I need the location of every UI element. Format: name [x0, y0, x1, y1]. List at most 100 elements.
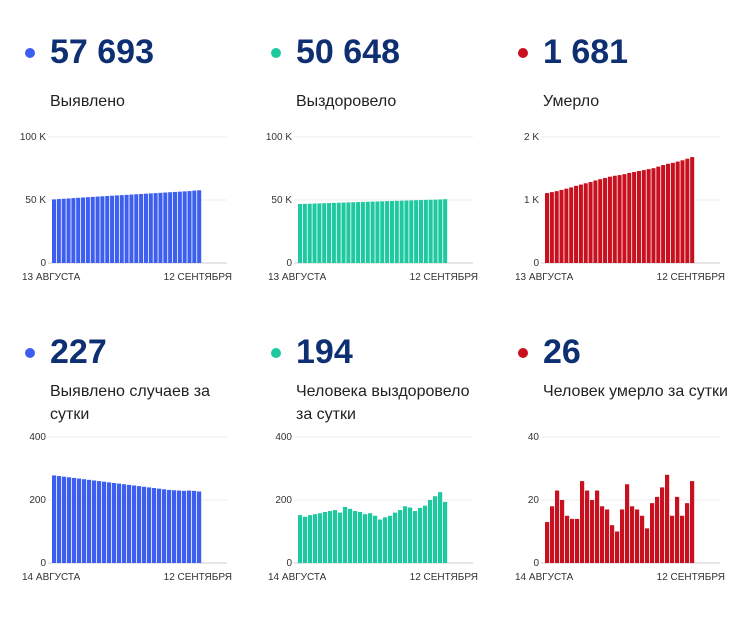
stat-label: Умерло — [543, 93, 600, 110]
bar — [187, 191, 192, 263]
bar — [192, 190, 197, 263]
bar — [365, 201, 370, 263]
bar — [640, 515, 645, 563]
bar — [595, 490, 600, 563]
bar — [545, 193, 550, 263]
stat-label: Человек умерло за сутки — [543, 383, 728, 400]
bar — [565, 515, 570, 563]
y-tick-label: 0 — [40, 258, 46, 269]
bar — [660, 487, 665, 563]
bar — [323, 511, 328, 563]
bar — [393, 512, 398, 563]
bar — [142, 486, 147, 563]
bar — [162, 489, 167, 563]
bar — [100, 196, 105, 263]
bar — [605, 509, 610, 563]
bar — [607, 176, 612, 263]
bar — [66, 198, 71, 263]
stat-value: 26 — [543, 333, 581, 371]
bar — [81, 197, 86, 263]
bar — [612, 175, 617, 263]
bar — [102, 481, 107, 563]
bar-chart: 0 200 400 14 АВГУСТА 12 СЕНТЯБРЯ — [268, 432, 478, 583]
bar — [338, 512, 343, 563]
bar — [423, 505, 428, 563]
bar — [124, 194, 129, 263]
bar — [600, 506, 605, 563]
bar — [114, 195, 119, 263]
legend-dot-icon — [518, 48, 528, 58]
y-tick-label: 50 K — [25, 195, 46, 206]
bar — [661, 165, 666, 263]
bar — [685, 503, 690, 563]
legend-dot-icon — [271, 48, 281, 58]
bar — [187, 490, 192, 563]
bar — [630, 506, 635, 563]
bar-chart: 0 1 K 2 K 13 АВГУСТА 12 СЕНТЯБРЯ — [515, 132, 725, 283]
bar — [641, 170, 646, 263]
x-end-label: 12 СЕНТЯБРЯ — [657, 572, 725, 583]
bar — [71, 198, 76, 263]
x-end-label: 12 СЕНТЯБРЯ — [657, 272, 725, 283]
bar — [603, 177, 608, 263]
bar — [610, 525, 615, 563]
bar — [312, 203, 317, 263]
bar — [76, 197, 81, 263]
x-end-label: 12 СЕНТЯБРЯ — [164, 272, 232, 283]
bar — [122, 484, 127, 563]
bar — [153, 193, 158, 263]
bar — [298, 204, 303, 263]
chart-panel: 1 681 Умерло 0 1 K 2 K 13 АВГУСТА 12 СЕНТЯБРЯ — [515, 30, 735, 330]
bar — [560, 500, 565, 563]
x-start-label: 14 АВГУСТА — [22, 572, 81, 583]
bar — [413, 511, 418, 563]
y-tick-label: 0 — [533, 258, 539, 269]
bar — [670, 162, 675, 263]
bar — [147, 487, 152, 563]
bar — [348, 508, 353, 563]
bar — [585, 490, 590, 563]
stat-value: 57 693 — [50, 33, 154, 71]
stat-label: Выявлено — [50, 93, 125, 110]
bar — [680, 515, 685, 563]
bar — [380, 201, 385, 263]
bar — [675, 496, 680, 563]
chart-panel: 50 648 Выздоровело 0 50 K 100 K 13 АВГУСТА 12 … — [266, 30, 508, 330]
bar — [158, 192, 163, 263]
bar — [433, 199, 438, 263]
bar — [167, 489, 172, 563]
bar — [598, 179, 603, 263]
bar — [363, 514, 368, 563]
bar — [423, 199, 428, 263]
bar — [322, 203, 327, 263]
bar — [192, 490, 197, 563]
bar-chart: 0 20 40 14 АВГУСТА 12 СЕНТЯБРЯ — [515, 432, 725, 583]
y-tick-label: 0 — [286, 558, 292, 569]
bar — [418, 200, 424, 263]
y-tick-label: 400 — [275, 432, 292, 443]
bar — [690, 157, 695, 263]
bar — [388, 515, 393, 563]
bar — [433, 496, 438, 563]
bar — [368, 513, 373, 563]
bar — [52, 475, 57, 563]
bar — [61, 198, 66, 263]
y-tick-label: 200 — [275, 495, 292, 506]
y-tick-label: 0 — [286, 258, 292, 269]
bar — [559, 189, 564, 263]
y-tick-label: 20 — [528, 495, 540, 506]
bar — [403, 506, 408, 563]
bar — [627, 172, 632, 263]
bar — [107, 482, 112, 563]
bar — [555, 490, 560, 563]
bar — [588, 182, 593, 263]
stat-label: Человека выздоровело за сутки — [296, 383, 470, 423]
bar — [177, 490, 182, 563]
stat-label: Выявлено случаев за сутки — [50, 383, 211, 423]
chart-panel: 26 Человек умерло за сутки 0 20 40 14 АВГУСТА… — [515, 330, 735, 630]
bar — [443, 199, 448, 263]
bar — [137, 486, 142, 563]
bar — [139, 193, 144, 263]
bar — [177, 191, 182, 263]
chart-panel: 57 693 Выявлено 0 50 K 100 K 13 АВГУСТА 12 СЕН… — [20, 30, 262, 330]
